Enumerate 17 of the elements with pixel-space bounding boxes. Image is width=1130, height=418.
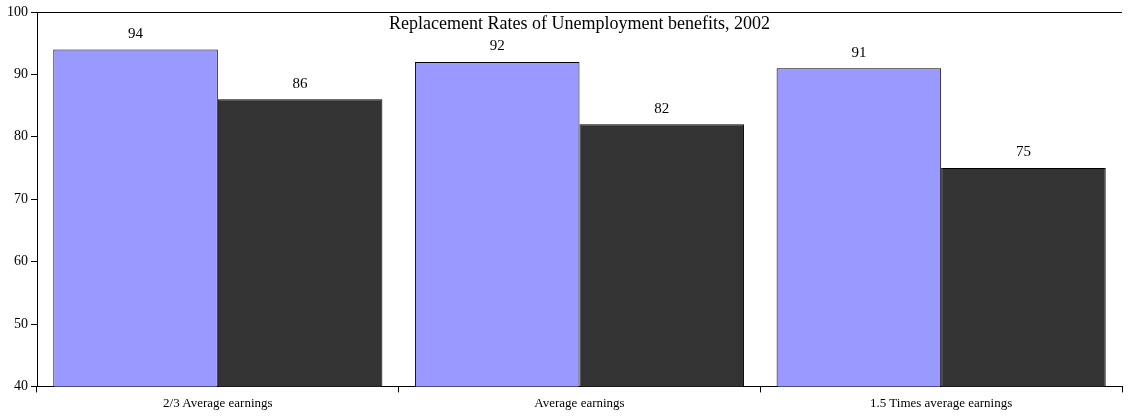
data-label: 92 bbox=[489, 37, 505, 54]
y-tick-label: 70 bbox=[14, 190, 28, 206]
y-tick-label: 80 bbox=[14, 128, 28, 144]
data-label: 91 bbox=[851, 43, 867, 60]
y-tick-label: 90 bbox=[14, 66, 28, 82]
x-tick-label: 1.5 Times average earnings bbox=[870, 394, 1013, 410]
y-tick-label: 60 bbox=[14, 253, 28, 269]
x-tick-label: Average earnings bbox=[534, 394, 625, 410]
chart-title: Replacement Rates of Unemployment benefits, 2002 bbox=[389, 12, 770, 33]
data-label: 94 bbox=[128, 24, 144, 41]
y-tick-label: 40 bbox=[14, 378, 28, 394]
y-tick-label: 50 bbox=[14, 315, 28, 331]
data-label: 86 bbox=[292, 74, 309, 91]
x-tick-label: 2/3 Average earnings bbox=[163, 394, 273, 410]
data-label: 75 bbox=[1015, 143, 1031, 160]
y-tick-label: 100 bbox=[7, 3, 28, 19]
data-label: 82 bbox=[654, 99, 670, 116]
